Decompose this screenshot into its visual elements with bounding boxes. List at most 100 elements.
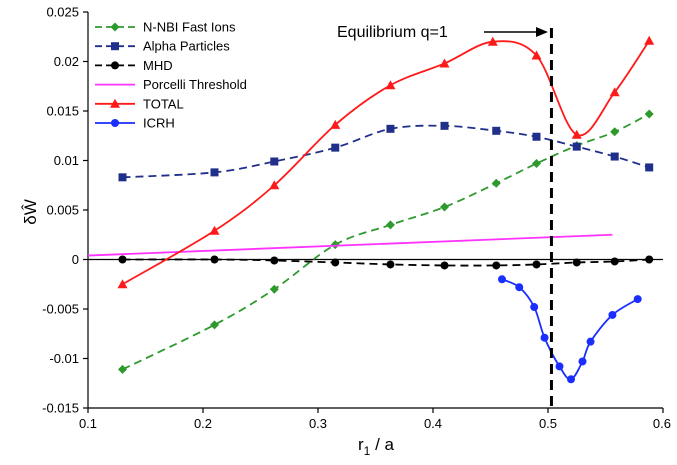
data-point-n-nbi-fast-ions [118, 364, 127, 374]
legend-label: ICRH [143, 116, 175, 131]
legend-marker [110, 22, 120, 32]
x-ticks: 0.1 0.2 0.3 0.4 0.5 0.6 [79, 408, 671, 431]
data-point-mhd [270, 256, 279, 265]
data-point-n-nbi-fast-ions [532, 158, 541, 168]
x-tick-label: 0.6 [653, 416, 671, 431]
data-point-alpha-particles [532, 132, 541, 141]
data-point-alpha-particles [270, 157, 279, 166]
data-point-icrh [515, 283, 524, 292]
legend-marker [111, 119, 119, 127]
equilibrium-label: Equilibrium q=1 [337, 24, 448, 41]
data-point-n-nbi-fast-ions [269, 284, 279, 294]
legend-marker [111, 42, 119, 51]
x-axis-title-sub: 1 [364, 444, 371, 458]
data-point-mhd [492, 261, 501, 270]
x-tick-label: 0.5 [539, 416, 557, 431]
x-axis-title: r1 / a [358, 435, 395, 458]
data-point-total [644, 35, 655, 45]
legend-label: TOTAL [143, 96, 184, 111]
data-point-icrh [567, 375, 575, 384]
data-point-icrh [555, 362, 564, 371]
x-tick-label: 0.2 [194, 416, 212, 431]
data-point-alpha-particles [645, 163, 654, 172]
x-tick-label: 0.4 [424, 416, 442, 431]
data-point-mhd [610, 257, 619, 266]
x-tick-label: 0.3 [309, 416, 327, 431]
series-line-alpha-particles [122, 124, 650, 179]
series-icrh [498, 275, 642, 384]
y-tick-label: 0.025 [46, 5, 79, 20]
legend-label: MHD [143, 58, 173, 73]
arrow-head-icon [536, 27, 548, 37]
data-point-alpha-particles [386, 124, 395, 133]
legend-item-icrh: ICRH [95, 116, 175, 131]
data-point-total [209, 225, 220, 235]
y-tick-label: -0.01 [49, 351, 79, 366]
series-line-porcelli-threshold [87, 233, 613, 257]
data-point-alpha-particles [210, 168, 219, 177]
legend-label: N-NBI Fast Ions [143, 20, 236, 35]
data-point-alpha-particles [331, 143, 340, 152]
data-point-alpha-particles [118, 173, 127, 182]
data-point-n-nbi-fast-ions [491, 178, 501, 188]
y-tick-label: 0 [72, 252, 79, 267]
data-point-total [531, 50, 542, 60]
series-line-total [122, 40, 650, 286]
y-ticks: -0.015 -0.01 -0.005 0 0.005 0.01 0.015 0.02 0.02… [42, 5, 88, 416]
y-tick-label: 0.005 [46, 203, 79, 218]
data-point-icrh [498, 275, 506, 284]
data-point-mhd [210, 255, 219, 264]
series-n-nbi-fast-ions [118, 109, 654, 374]
data-point-total [439, 58, 450, 68]
x-axis-title-main: r [358, 435, 364, 454]
data-point-total [609, 87, 620, 97]
data-point-alpha-particles [440, 121, 449, 130]
data-point-n-nbi-fast-ions [440, 202, 449, 212]
equilibrium-annotation: Equilibrium q=1 [337, 24, 553, 408]
x-tick-label: 0.1 [79, 416, 97, 431]
data-point-mhd [572, 258, 581, 267]
series-layer [87, 35, 655, 384]
data-point-mhd [440, 261, 449, 270]
data-point-icrh [586, 337, 595, 346]
y-tick-label: -0.015 [42, 401, 79, 416]
y-tick-label: 0.01 [54, 153, 79, 168]
data-point-alpha-particles [492, 126, 501, 135]
data-point-total [117, 279, 128, 289]
data-point-n-nbi-fast-ions [610, 127, 620, 137]
data-point-n-nbi-fast-ions [385, 220, 395, 230]
data-point-icrh [608, 310, 617, 319]
data-point-mhd [645, 255, 654, 264]
legend-item-n-nbi-fast-ions: N-NBI Fast Ions [95, 20, 236, 35]
y-tick-label: 0.02 [54, 54, 79, 69]
series-mhd [118, 255, 654, 270]
data-point-mhd [532, 260, 541, 269]
data-point-icrh [578, 357, 587, 366]
data-point-n-nbi-fast-ions [330, 240, 340, 250]
data-point-alpha-particles [572, 142, 581, 151]
series-porcelli-threshold [87, 233, 613, 257]
series-line-n-nbi-fast-ions [122, 113, 650, 371]
series-total [117, 35, 655, 289]
legend-item-mhd: MHD [95, 58, 173, 73]
series-alpha-particles [118, 121, 654, 182]
y-axis-title: δŴ [21, 199, 40, 225]
data-point-icrh [530, 303, 539, 312]
data-point-total [330, 119, 341, 129]
data-point-n-nbi-fast-ions [644, 109, 654, 119]
legend-marker [110, 98, 120, 108]
data-point-mhd [331, 258, 340, 267]
y-tick-label: 0.015 [46, 104, 79, 119]
data-point-icrh [540, 333, 549, 342]
legend: N-NBI Fast Ions Alpha Particles MHD Porcell… [95, 20, 247, 131]
legend-label: Alpha Particles [143, 39, 230, 54]
y-tick-label: -0.005 [42, 302, 79, 317]
data-point-total [487, 36, 498, 46]
data-point-mhd [118, 255, 127, 264]
legend-marker [111, 61, 119, 70]
legend-item-total: TOTAL [95, 96, 184, 111]
data-point-mhd [386, 260, 395, 269]
data-point-n-nbi-fast-ions [210, 320, 219, 330]
legend-label: Porcelli Threshold [143, 77, 247, 92]
